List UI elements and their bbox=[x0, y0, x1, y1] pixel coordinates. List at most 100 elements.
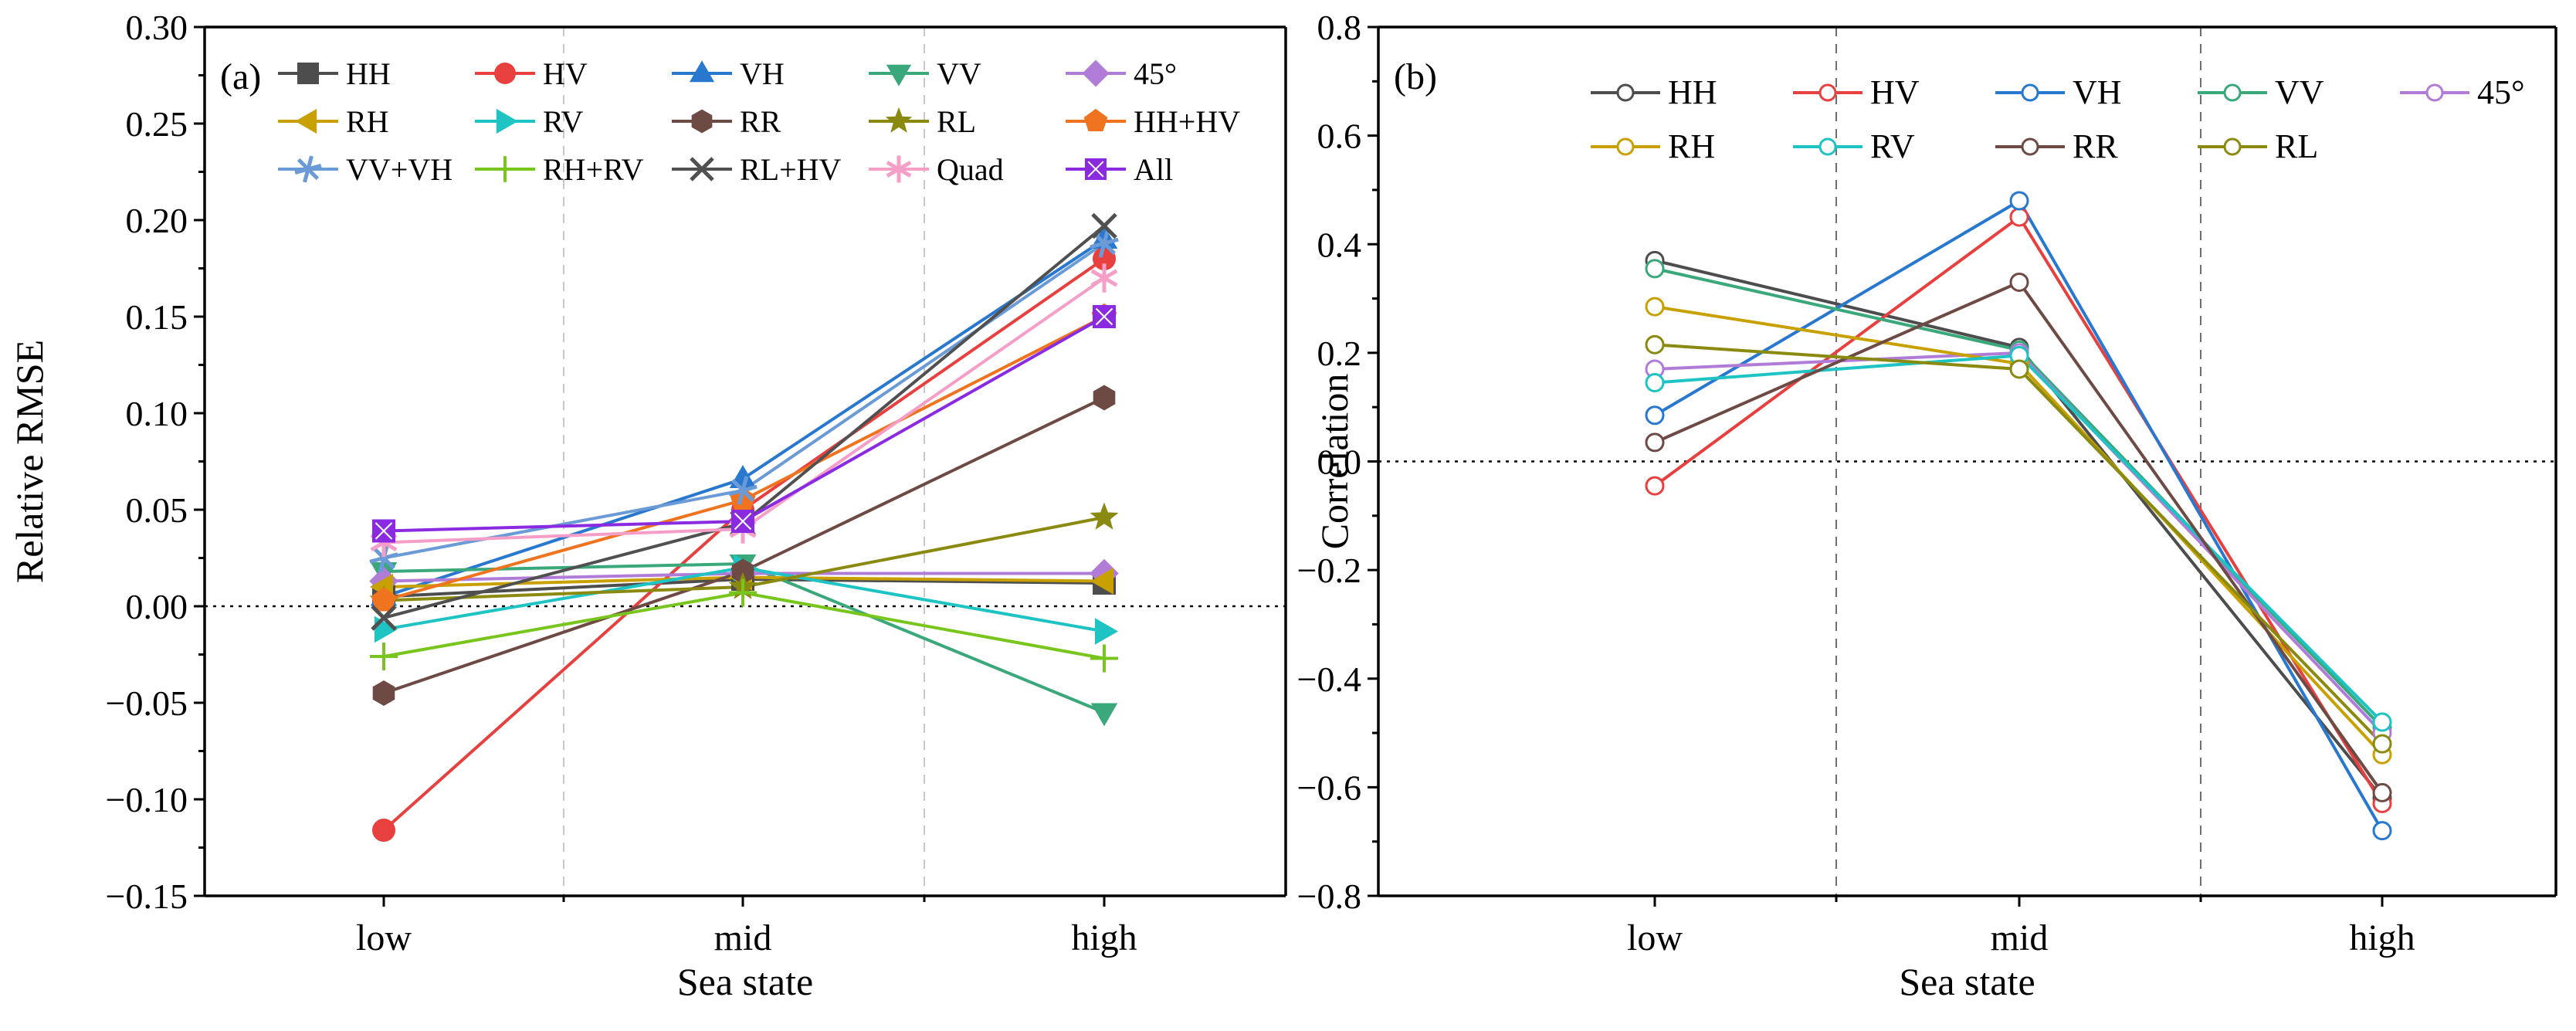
panel-a-legend-marker-rl-plus-hv bbox=[690, 157, 714, 181]
panel-a-legend-label-vh: VH bbox=[740, 56, 785, 91]
panel-a-legend-label-hh-plus-hv: HH+HV bbox=[1134, 104, 1240, 139]
panel-a-y-tick-label: −0.05 bbox=[106, 683, 188, 723]
panel-a-y-tick-label: 0.15 bbox=[126, 297, 188, 337]
panel-b-y-tick-label: 0.0 bbox=[1317, 443, 1362, 482]
panel-b-legend-marker-45deg bbox=[2425, 83, 2444, 102]
panel-a-chart: −0.15 −0.10 −0.05 0.00 0.05 0.10 0.15 0.20 0.25 0… bbox=[8, 8, 1287, 1003]
panel-b-x-axis-title: Sea state bbox=[1899, 960, 2035, 1003]
panel-a-series-all-point bbox=[372, 519, 395, 543]
panel-a-legend-label-hh: HH bbox=[346, 56, 391, 91]
panel-a-legend-marker-rr bbox=[691, 109, 713, 134]
panel-b-series-rh-point bbox=[1645, 297, 1665, 317]
panel-b-legend-marker-vh bbox=[2021, 83, 2039, 102]
panel-b-y-tick-label: −0.6 bbox=[1297, 768, 1361, 807]
panel-b-legend-label-hv: HV bbox=[1870, 73, 1920, 111]
panel-a-legend-label-rh-plus-rv: RH+RV bbox=[543, 152, 644, 187]
panel-b-y-tick-label: −0.8 bbox=[1297, 877, 1361, 916]
panel-b-legend-label-hh: HH bbox=[1668, 73, 1717, 111]
panel-b-legend-label-rl: RL bbox=[2275, 127, 2318, 165]
panel-a-series-rr-line bbox=[383, 396, 1105, 695]
panel-b-y-tick-label: 0.4 bbox=[1317, 225, 1362, 264]
panel-a-series-hv-line bbox=[382, 257, 1106, 832]
panel-a-legend-label-rh: RH bbox=[346, 104, 389, 139]
panel-a-series-vv-plus-vh-point bbox=[1090, 229, 1119, 258]
panel-b-label: (b) bbox=[1394, 56, 1437, 97]
panel-b-series-vv-line bbox=[1654, 266, 2384, 729]
panel-a-series-rr-point bbox=[1093, 385, 1116, 411]
panel-b-x-tick-label: high bbox=[2349, 917, 2415, 958]
panel-b-legend-label-45deg: 45° bbox=[2477, 73, 2525, 111]
panel-b-y-tick-label: 0.2 bbox=[1317, 334, 1362, 373]
panel-b-series-rr-point bbox=[2372, 782, 2392, 802]
panel-a-legend-label-rl: RL bbox=[937, 104, 976, 139]
panel-b-y-tick-label: −0.4 bbox=[1297, 660, 1361, 699]
panel-a-y-tick-label: 0.10 bbox=[126, 394, 188, 433]
panel-a-legend-marker-quad bbox=[886, 155, 912, 183]
panel-a-legend-label-quad: Quad bbox=[937, 152, 1004, 187]
panel-b-series-rr-point bbox=[1645, 432, 1665, 453]
panel-b-legend-marker-hv bbox=[1818, 83, 1837, 102]
panel-a-series-rl-plus-hv-point bbox=[1091, 212, 1117, 239]
panel-b-y-tick-label: 0.8 bbox=[1317, 8, 1362, 47]
panel-a-legend-label-rv: RV bbox=[543, 104, 583, 139]
panel-a-legend-marker-hh bbox=[297, 63, 319, 84]
panel-b-series-hv-point bbox=[1645, 476, 1665, 496]
panel-a-y-tick-label: −0.15 bbox=[106, 877, 188, 916]
panel-b-legend: HH HV VH VV 45° RH RV RR RL bbox=[1591, 73, 2525, 165]
panel-a-y-tick-label: 0.25 bbox=[126, 104, 188, 144]
panel-b-series-vh-line bbox=[1653, 198, 2384, 832]
panel-a-series-rh-point bbox=[1090, 568, 1113, 595]
panel-a-series-rh-plus-rv-point bbox=[1090, 644, 1118, 673]
panel-a-legend-marker-all bbox=[1085, 158, 1107, 180]
panel-a-legend-label-vv: VV bbox=[937, 56, 981, 91]
panel-b-y-axis-title: Correlation bbox=[1313, 374, 1356, 550]
panel-a-series-hv-point bbox=[372, 819, 395, 842]
panel-a-series-rr-point bbox=[731, 558, 754, 585]
panel-a-series-quad-point bbox=[1090, 263, 1118, 293]
panel-b-legend-marker-vv bbox=[2223, 83, 2242, 102]
panel-a-legend: HH HV VH VV 45° RH RV RR RL HH+HV VV+VH RH+RV RL+HV Q… bbox=[278, 56, 1240, 187]
panel-a-series-rl-point bbox=[1090, 502, 1119, 530]
panel-a-legend-marker-vh bbox=[689, 60, 715, 83]
panel-b-legend-marker-rl bbox=[2223, 137, 2242, 156]
panel-a-series-all-point bbox=[731, 510, 754, 533]
panel-a-y-tick-label: −0.10 bbox=[106, 780, 188, 819]
panel-a-series-rh-plus-rv-point bbox=[729, 578, 757, 607]
panel-a-series-all-point bbox=[1093, 305, 1116, 328]
panel-a-series-hh-plus-hv-point bbox=[371, 587, 397, 612]
panel-a-y-axis-title: Relative RMSE bbox=[8, 340, 51, 583]
panel-a-series-rv-point bbox=[1095, 618, 1118, 645]
panel-b-y-tick-label: −0.2 bbox=[1297, 551, 1361, 590]
panel-b-series-rl-point bbox=[2009, 359, 2029, 379]
panel-b-chart: −0.8 −0.6 −0.4 −0.2 0.0 0.2 0.4 0.6 0.8 low mid hig… bbox=[1297, 8, 2557, 1003]
panel-b-series-rv-point bbox=[1645, 373, 1665, 393]
panel-b-x-tick-label: mid bbox=[1991, 917, 2049, 958]
panel-a-legend-marker-hh-plus-hv bbox=[1083, 108, 1108, 132]
panel-a-legend-marker-45deg bbox=[1082, 59, 1110, 87]
panel-a-legend-label-hv: HV bbox=[543, 56, 588, 91]
panel-a-legend-label-45deg: 45° bbox=[1134, 56, 1177, 91]
panel-b-series-rl-point bbox=[2372, 734, 2392, 754]
panel-a-label: (a) bbox=[220, 56, 261, 97]
panel-b-series-rv-line bbox=[1654, 354, 2384, 724]
panel-b-y-tick-label: 0.6 bbox=[1317, 117, 1362, 156]
panel-a-x-axis-title: Sea state bbox=[677, 960, 813, 1003]
panel-b-series-rr-point bbox=[2009, 272, 2029, 292]
panel-a-y-tick-label: 0.05 bbox=[126, 490, 188, 530]
panel-b-legend-marker-hh bbox=[1616, 83, 1635, 102]
panel-a-legend-marker-hv bbox=[494, 63, 516, 84]
panel-a-series-rh-plus-rv-point bbox=[370, 643, 398, 670]
panel-b-series-rl-point bbox=[1645, 334, 1665, 354]
panel-a-series-hv-point bbox=[1093, 247, 1116, 270]
panel-a-legend-marker-rl bbox=[885, 107, 913, 133]
panel-a-legend-marker-vv-plus-vh bbox=[294, 155, 322, 183]
panel-b-legend-label-rv: RV bbox=[1870, 127, 1915, 165]
panel-a-series-vv-plus-vh-point bbox=[369, 543, 398, 573]
panel-b-series-rv-point bbox=[2372, 712, 2392, 732]
panel-a-legend-marker-rv bbox=[496, 108, 518, 134]
panel-a-legend-label-all: All bbox=[1134, 152, 1173, 187]
panel-a-legend-label-rl-plus-hv: RL+HV bbox=[740, 152, 842, 187]
panel-b-series-45deg-line bbox=[1654, 351, 2384, 734]
panel-b-series-vh-point bbox=[1645, 405, 1665, 426]
